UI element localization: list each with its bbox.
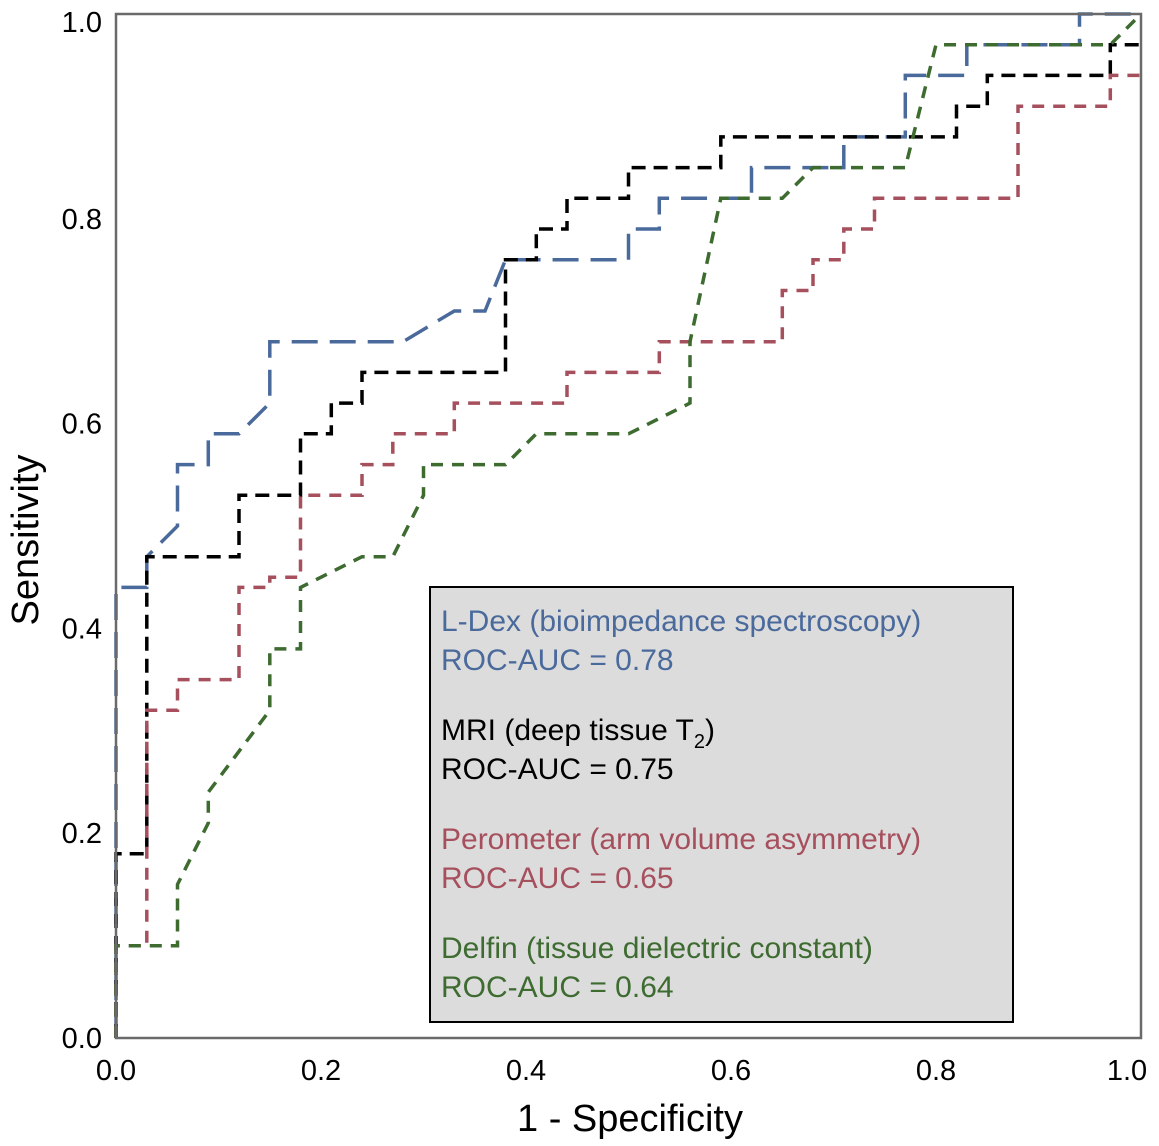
y-tick-label: 0.2 <box>62 818 102 850</box>
y-tick-label: 0.0 <box>62 1023 102 1055</box>
y-axis-title: Sensitivity <box>5 454 47 625</box>
legend-ldex-name: L-Dex (bioimpedance spectroscopy) <box>441 605 921 638</box>
legend-perometer-name: Perometer (arm volume asymmetry) <box>441 823 921 856</box>
legend-mri-auc: ROC-AUC = 0.75 <box>441 753 674 786</box>
x-tick-label: 0.0 <box>96 1055 136 1087</box>
x-tick-label: 0.8 <box>916 1055 956 1087</box>
x-tick-label: 0.2 <box>301 1055 341 1087</box>
plot-frame <box>114 12 1143 1040</box>
legend-ldex-auc: ROC-AUC = 0.78 <box>441 644 674 677</box>
x-tick-label: 0.4 <box>506 1055 546 1087</box>
legend-delfin-auc: ROC-AUC = 0.64 <box>441 971 674 1004</box>
x-tick-label: 1.0 <box>1107 1055 1147 1087</box>
legend-delfin-name: Delfin (tissue dielectric constant) <box>441 932 873 965</box>
series-line-2 <box>114 73 1141 1038</box>
x-axis-ticks: 0.0 0.2 0.4 0.6 0.8 1.0 <box>96 1055 1147 1087</box>
y-axis-ticks: 0.0 0.2 0.4 0.6 0.8 1.0 <box>62 7 102 1055</box>
y-tick-label: 0.4 <box>62 613 102 645</box>
series-line-1 <box>114 42 1141 1038</box>
legend-mri-name-main: MRI (deep tissue T <box>441 714 694 747</box>
x-axis-title: 1 - Specificity <box>517 1098 743 1140</box>
y-tick-label: 0.6 <box>62 409 102 441</box>
x-tick-label: 0.6 <box>711 1055 751 1087</box>
legend-mri-name: MRI (deep tissue T2) <box>441 714 715 753</box>
legend-box: L-Dex (bioimpedance spectroscopy) ROC-AU… <box>429 586 1014 1023</box>
y-tick-label: 0.8 <box>62 204 102 236</box>
legend-perometer-auc: ROC-AUC = 0.65 <box>441 862 674 895</box>
legend-mri-name-suffix: ) <box>705 714 715 747</box>
legend-background <box>429 586 1014 1023</box>
y-tick-label: 1.0 <box>62 7 102 39</box>
legend-mri-subscript: 2 <box>694 731 705 753</box>
series-layer <box>114 12 1143 1038</box>
series-line-0 <box>114 12 1141 1038</box>
